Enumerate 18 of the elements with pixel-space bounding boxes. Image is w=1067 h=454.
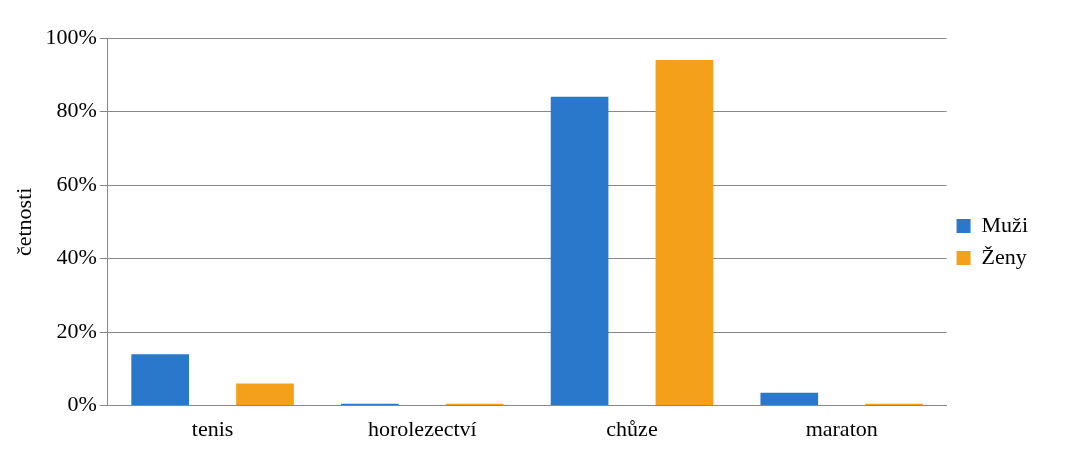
legend-label: Muži: [981, 211, 1029, 237]
x-tick-label: tenis: [191, 415, 234, 441]
y-axis-title: četnosti: [10, 187, 36, 257]
y-tick-label: 0%: [67, 391, 97, 417]
x-tick-label: horolezectví: [367, 415, 477, 441]
bar: [550, 96, 609, 406]
legend-label: Ženy: [981, 243, 1027, 269]
y-tick-label: 40%: [56, 244, 97, 270]
y-tick-label: 20%: [56, 317, 97, 343]
bar: [655, 60, 714, 406]
bar: [760, 392, 819, 406]
x-tick-label: chůze: [606, 415, 658, 441]
bar: [131, 354, 189, 406]
y-tick-label: 80%: [56, 97, 97, 123]
x-tick-label: maraton: [805, 415, 878, 441]
y-tick-label: 60%: [56, 170, 97, 196]
y-tick-label: 100%: [45, 23, 97, 49]
bar: [236, 383, 294, 406]
